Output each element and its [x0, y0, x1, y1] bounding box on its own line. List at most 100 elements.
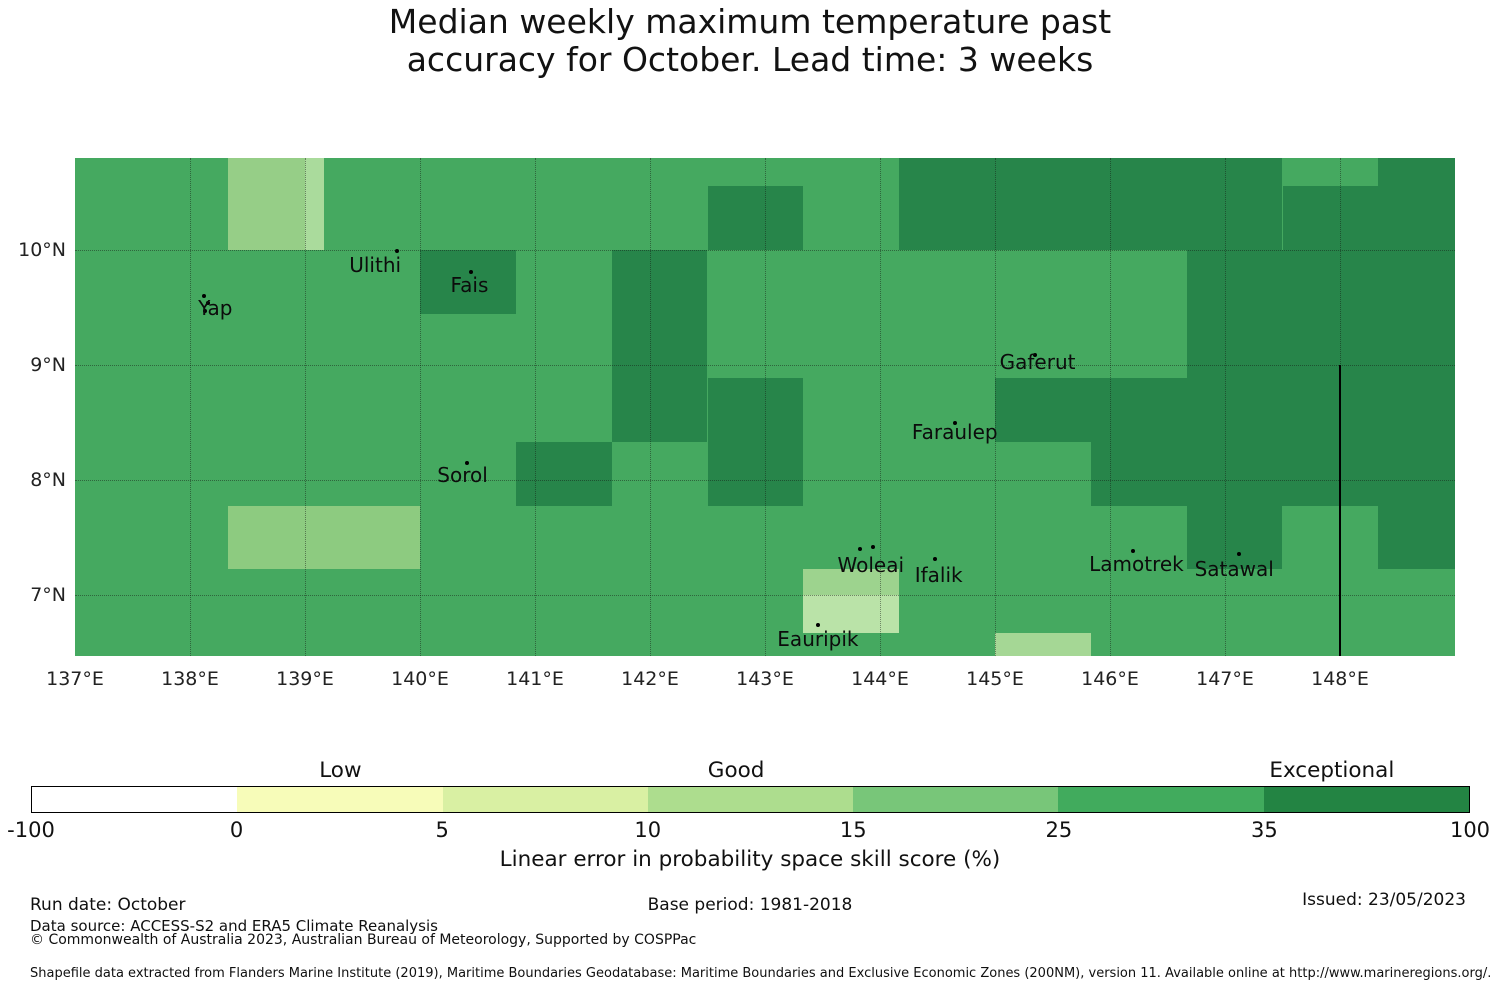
map-cell: [803, 569, 900, 595]
x-tick-label: 138°E: [161, 667, 219, 690]
x-tick-label: 137°E: [46, 667, 104, 690]
island-label: Gaferut: [999, 349, 1076, 374]
colorbar-segment: [442, 787, 648, 812]
copyright-text: © Commonwealth of Australia 2023, Austra…: [30, 932, 697, 948]
colorbar-segment: [1058, 787, 1264, 812]
map-cell: [707, 377, 804, 506]
latitude-gridline: [75, 595, 1455, 596]
colorbar-segment: [647, 787, 854, 812]
colorbar-tick-label: -100: [7, 818, 55, 842]
x-tick-label: 140°E: [391, 667, 449, 690]
map-cell: [420, 250, 516, 314]
map-cell: [228, 158, 305, 250]
y-tick-label: 10°N: [18, 239, 66, 261]
island-label: Fais: [450, 272, 489, 297]
colorbar-segment: [853, 787, 1059, 812]
island-marker-dot: [933, 557, 938, 562]
island-marker-dot: [1131, 549, 1135, 554]
map-cell: [611, 250, 708, 442]
chart-title-line2: accuracy for October. Lead time: 3 weeks: [406, 40, 1094, 79]
data-source-text: Data source: ACCESS-S2 and ERA5 Climate …: [30, 917, 438, 935]
x-tick-label: 139°E: [276, 667, 334, 690]
issued-date-text: Issued: 23/05/2023: [1302, 890, 1466, 910]
map-cell: [803, 595, 900, 634]
x-tick-label: 143°E: [736, 667, 794, 690]
colorbar-tick-label: 25: [1045, 818, 1073, 842]
x-tick-label: 145°E: [966, 667, 1024, 690]
longitude-gridline: [420, 158, 421, 656]
y-tick-label: 7°N: [30, 584, 66, 606]
longitude-gridline: [1225, 158, 1226, 656]
x-tick-label: 141°E: [506, 667, 564, 690]
map-plot-area: Yap Ulithi Fais Sorol Gaferut Faraulep Woleai I…: [75, 158, 1455, 656]
island-marker-dot: [202, 308, 207, 313]
island-label: Faraulep: [911, 419, 998, 444]
island-label: Ulithi: [349, 252, 402, 277]
map-cell: [1282, 186, 1379, 250]
longitude-gridline: [190, 158, 191, 656]
map-cell: [515, 441, 612, 506]
map-cell: [1378, 158, 1455, 250]
latitude-gridline: [75, 365, 1455, 366]
map-cell: [1186, 505, 1283, 570]
longitude-gridline: [765, 158, 766, 656]
chart-title-line1: Median weekly maximum temperature past: [388, 2, 1112, 41]
colorbar-segment: [1263, 787, 1469, 812]
island-marker-dot: [201, 294, 206, 298]
map-cell: [305, 158, 325, 250]
eez-boundary-line: [1339, 365, 1341, 656]
map-cell: [995, 633, 1091, 656]
map-cell: [1186, 250, 1455, 378]
longitude-gridline: [535, 158, 536, 656]
colorbar-tick-label: 10: [634, 818, 662, 842]
island-marker-dot: [468, 269, 473, 274]
colorbar-tick-label: 5: [435, 818, 449, 842]
colorbar: [31, 786, 1470, 813]
colorbar-segment: [32, 787, 238, 812]
island-marker-dot: [206, 300, 211, 305]
island-label: Satawal: [1194, 556, 1274, 581]
x-tick-label: 147°E: [1196, 667, 1254, 690]
island-marker-dot: [815, 622, 820, 627]
island-marker-dot: [1033, 352, 1038, 357]
latitude-gridline: [75, 480, 1455, 481]
map-cell: [995, 377, 1455, 442]
island-label: Sorol: [437, 463, 488, 488]
run-date-text: Run date: October: [30, 895, 186, 915]
colorbar-tick-label: 0: [229, 818, 244, 842]
island-marker-dot: [1236, 551, 1241, 556]
map-cell: [899, 158, 1283, 250]
base-period-text: Base period: 1981-2018: [647, 895, 853, 915]
island-label: Woleai: [837, 553, 905, 578]
island-marker-dot: [395, 249, 399, 254]
island-marker-dot: [858, 547, 863, 551]
colorbar-quality-label: Exceptional: [1269, 758, 1395, 783]
colorbar-quality-label: Good: [707, 758, 765, 783]
latitude-gridline: [75, 250, 1455, 251]
colorbar-tick-label: 100: [1449, 818, 1491, 842]
island-label: Ifalik: [914, 563, 963, 588]
island-marker-dot: [952, 420, 957, 425]
map-cell: [1378, 505, 1455, 570]
map-cell: [1090, 441, 1455, 506]
longitude-gridline: [1110, 158, 1111, 656]
x-tick-label: 142°E: [621, 667, 679, 690]
shapefile-attribution-text: Shapefile data extracted from Flanders M…: [30, 966, 1492, 981]
longitude-gridline: [880, 158, 881, 656]
y-tick-label: 9°N: [30, 354, 66, 376]
colorbar-tick-label: 35: [1251, 818, 1278, 842]
colorbar-axis-label: Linear error in probability space skill …: [499, 847, 1001, 872]
island-label: Yap: [198, 295, 233, 320]
longitude-gridline: [995, 158, 996, 656]
x-tick-label: 148°E: [1311, 667, 1369, 690]
colorbar-quality-label: Low: [319, 758, 362, 783]
longitude-gridline: [305, 158, 306, 656]
map-cell: [707, 186, 804, 250]
island-marker-dot: [465, 460, 470, 465]
y-tick-label: 8°N: [30, 469, 66, 491]
x-tick-label: 144°E: [851, 667, 909, 690]
island-marker-dot: [871, 544, 876, 549]
island-label: Eauripik: [777, 626, 859, 651]
colorbar-segment: [237, 787, 443, 812]
